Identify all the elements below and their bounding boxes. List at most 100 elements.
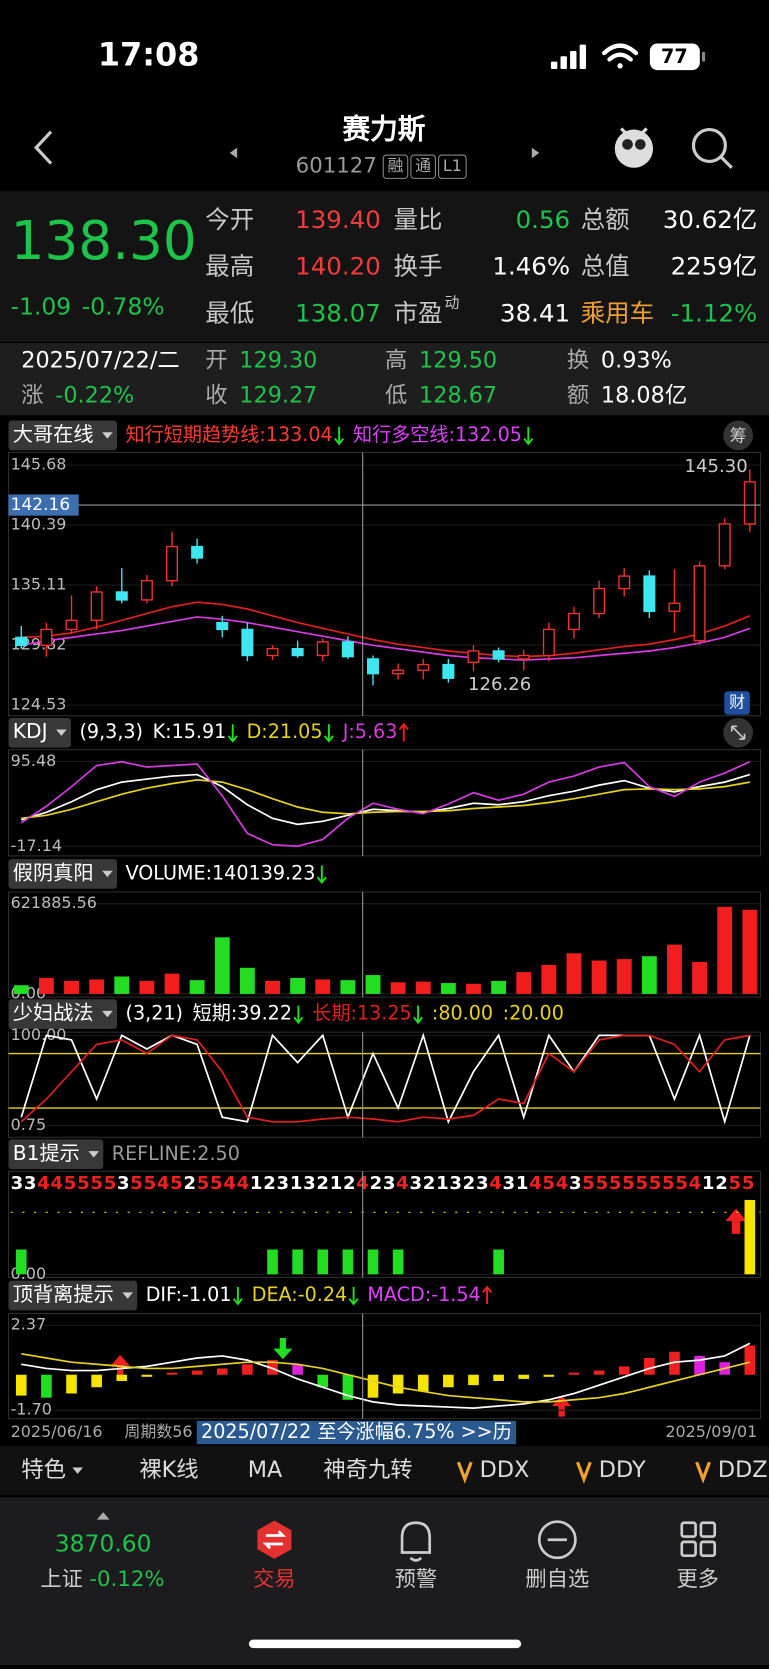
indicator-name: 大哥在线 xyxy=(13,422,94,446)
indicator-selector[interactable] xyxy=(8,859,117,889)
indicator-value: :20.00 xyxy=(503,1002,564,1025)
nav-item[interactable]: 交易 xyxy=(253,1567,296,1592)
candle-body xyxy=(291,648,304,657)
remove-icon[interactable] xyxy=(537,1520,577,1560)
day-value: 129.50 xyxy=(419,348,497,374)
signal-digit: 3 xyxy=(383,1173,396,1194)
field-value: 0.56 xyxy=(516,205,570,234)
signal-digit: 1 xyxy=(290,1173,303,1194)
alert-icon[interactable] xyxy=(400,1521,432,1562)
signal-digit: 3 xyxy=(277,1173,290,1194)
trade-icon[interactable] xyxy=(257,1520,292,1559)
field-value: 1.46% xyxy=(492,252,570,281)
promo-bg[interactable] xyxy=(196,1420,517,1445)
more-icon[interactable] xyxy=(680,1521,717,1558)
indicator-value: (9,3,3) xyxy=(79,720,143,743)
signal-digit: 5 xyxy=(130,1173,143,1194)
day-value: 0.93% xyxy=(601,348,672,374)
dropdown-caret xyxy=(102,432,113,439)
indicator-name: KDJ xyxy=(13,719,48,743)
field-value: 140.20 xyxy=(295,252,381,281)
day-label: 涨 xyxy=(21,383,43,409)
field-value: 138.07 xyxy=(295,298,381,327)
macd-bar xyxy=(644,1358,655,1375)
chip-button[interactable] xyxy=(723,420,754,451)
volume-bar xyxy=(164,973,180,994)
volume-bar xyxy=(114,976,130,994)
panel-frame xyxy=(7,1313,762,1420)
tab[interactable]: DDX xyxy=(480,1457,530,1483)
finance-badge[interactable] xyxy=(724,691,750,715)
volume-bar xyxy=(541,964,557,994)
dea-line xyxy=(21,1353,751,1403)
signal-digit: 5 xyxy=(622,1173,635,1194)
indicator-name: 顶背离提示 xyxy=(13,1282,114,1306)
expand-icon[interactable] xyxy=(723,717,754,748)
search-icon[interactable] xyxy=(691,127,733,169)
signal-digit: 5 xyxy=(675,1173,688,1194)
macd-bar xyxy=(216,1368,228,1375)
indicator-selector[interactable] xyxy=(8,1280,138,1311)
panel-frame xyxy=(7,451,762,717)
signal-digit: 3 xyxy=(11,1173,24,1194)
signal-digit: 3 xyxy=(449,1173,462,1194)
macd-bar xyxy=(417,1374,429,1392)
tab-v-icon xyxy=(456,1461,473,1484)
tab[interactable]: DDY xyxy=(599,1457,646,1483)
candle-body xyxy=(417,663,430,671)
indicator-value: 长期:13.25 xyxy=(312,1002,411,1025)
macd-bar xyxy=(468,1374,479,1386)
indicator-selector[interactable] xyxy=(8,999,117,1029)
field-value: 30.62亿 xyxy=(663,205,757,234)
signal-digit: 3 xyxy=(303,1173,316,1194)
dropdown-caret xyxy=(122,1292,133,1299)
tab[interactable]: 特色 xyxy=(21,1457,66,1483)
day-value: -0.22% xyxy=(55,383,134,409)
signal-digit: 4 xyxy=(157,1173,170,1194)
kdj-line xyxy=(21,773,751,826)
indicator-selector[interactable] xyxy=(8,420,117,451)
b1-arrow xyxy=(725,1208,747,1234)
y-tick-label: 124.53 xyxy=(11,695,67,714)
volume-bar xyxy=(214,937,230,994)
candle-body xyxy=(718,523,731,567)
volume-bar xyxy=(315,979,331,994)
signal-digit: 5 xyxy=(170,1173,183,1194)
y-tick-label: -17.14 xyxy=(11,836,62,855)
tab[interactable]: DDZ xyxy=(718,1457,768,1483)
y-tick-label: 100.00 xyxy=(11,1025,67,1044)
candle-body xyxy=(341,641,354,658)
signal-digit: 5 xyxy=(742,1173,755,1194)
back-button[interactable] xyxy=(33,130,53,165)
next-stock[interactable] xyxy=(531,147,540,159)
candle-body xyxy=(366,658,380,675)
signal-digit: 3 xyxy=(117,1173,130,1194)
signal-digits: 3344555535545255441231321242343213234314… xyxy=(11,1173,755,1194)
day-label: 收 xyxy=(205,383,227,409)
macd-bar xyxy=(66,1374,77,1394)
tab[interactable]: 裸K线 xyxy=(139,1457,198,1483)
change-pct: -0.78% xyxy=(82,292,165,320)
volume-bar xyxy=(641,956,657,994)
tab[interactable]: 神奇九转 xyxy=(323,1457,412,1483)
volume-bar xyxy=(491,980,507,994)
candle-body xyxy=(216,621,229,631)
volume-bar xyxy=(13,985,29,994)
macd-bar xyxy=(593,1370,605,1375)
nav-item[interactable]: 删自选 xyxy=(525,1567,589,1592)
nav-item[interactable]: 预警 xyxy=(395,1567,438,1592)
indicator-value: VOLUME:140139.23 xyxy=(126,861,316,884)
nav-item[interactable]: 更多 xyxy=(676,1567,719,1592)
tab[interactable]: MA xyxy=(248,1457,283,1483)
prev-stock[interactable] xyxy=(229,147,238,159)
macd-bar xyxy=(242,1364,253,1375)
signal-digit: 4 xyxy=(237,1173,250,1194)
macd-bar xyxy=(669,1351,680,1375)
expand-caret[interactable] xyxy=(96,1512,110,1520)
date-start: 2025/06/16 xyxy=(11,1422,103,1441)
indicator-selector[interactable] xyxy=(8,1139,104,1170)
mascot-icon[interactable] xyxy=(614,127,654,168)
indicator-selector[interactable] xyxy=(8,717,71,748)
